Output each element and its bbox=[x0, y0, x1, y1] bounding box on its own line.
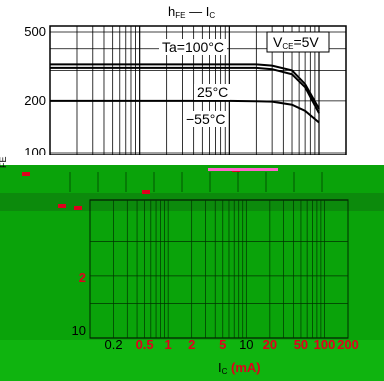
series-line-0 bbox=[50, 63, 320, 110]
overlay-marker bbox=[58, 204, 66, 208]
overlay-streak bbox=[208, 168, 278, 171]
y-tick-label: 200 bbox=[24, 93, 46, 108]
series-label-2: −55°C bbox=[186, 111, 225, 127]
overlay-marker bbox=[142, 190, 150, 194]
condition-label: VCE=5V bbox=[273, 34, 319, 51]
x-tick-label: 20 bbox=[263, 337, 277, 352]
x-tick-label: 5 bbox=[219, 337, 226, 352]
series-label-bg bbox=[183, 111, 227, 127]
chart-title: hFE — IC bbox=[168, 4, 215, 20]
x-axis-label: IC (mA) bbox=[218, 360, 261, 376]
series-line-2 bbox=[50, 99, 320, 124]
condition-box bbox=[266, 31, 330, 53]
overlay-marker bbox=[74, 206, 82, 210]
x-tick-label: 2 bbox=[188, 337, 195, 352]
series-label-1: 25°C bbox=[197, 84, 228, 100]
x-tick-label: 0.2 bbox=[104, 337, 122, 352]
x-tick-label: 100 bbox=[314, 337, 336, 352]
overlay-bottom bbox=[0, 340, 384, 381]
series-label-bg bbox=[159, 39, 227, 55]
y-tick-label: 500 bbox=[24, 24, 46, 39]
x-tick-label: 50 bbox=[294, 337, 308, 352]
green-overlay: 2 10 0.2 0.5 1 2 5 10 20 50 100 200 bbox=[0, 155, 384, 381]
series-label-bg bbox=[194, 84, 230, 100]
x-tick-label: 1 bbox=[165, 337, 172, 352]
x-tick-label: 10 bbox=[239, 337, 253, 352]
x-tick-label: 0.5 bbox=[136, 337, 154, 352]
x-tick-label: 200 bbox=[337, 337, 359, 352]
overlay-y-tick: 10 bbox=[72, 323, 86, 338]
overlay-marker bbox=[22, 172, 30, 176]
overlay-gap bbox=[0, 155, 384, 165]
series-line-1 bbox=[50, 66, 320, 114]
y-axis-label: FE bbox=[0, 156, 8, 168]
overlay-y-tick: 2 bbox=[79, 270, 86, 285]
series-label-0: Ta=100°C bbox=[162, 39, 224, 55]
